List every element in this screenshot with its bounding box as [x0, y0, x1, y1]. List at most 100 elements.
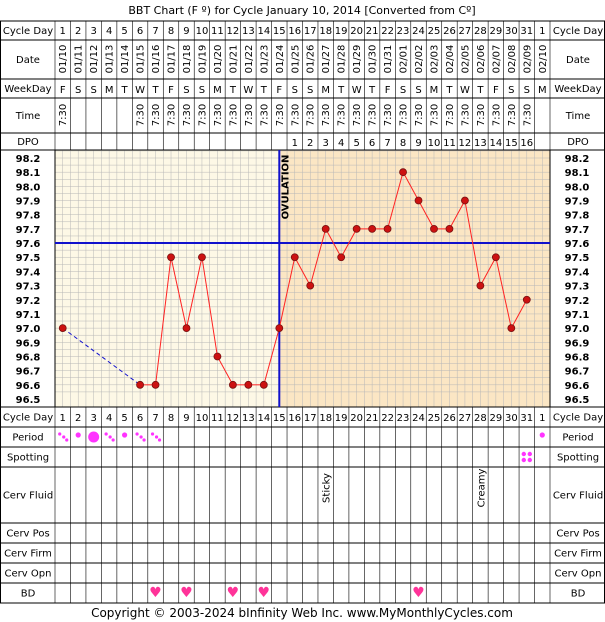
cycle-day-label-bottom: 16	[288, 413, 301, 424]
cycle-day-label-bottom: 18	[319, 413, 332, 424]
date-label: 02/08	[507, 45, 518, 74]
period-heavy-marker	[88, 431, 100, 443]
weekday-label: F	[168, 85, 174, 96]
date-label: 01/21	[228, 45, 239, 74]
temp-line-segment	[155, 257, 172, 385]
y-tick-label-left: 97.8	[16, 211, 41, 222]
cycle-day-label: 12	[227, 26, 240, 37]
temp-line-segment	[495, 257, 512, 329]
date-label: 01/30	[368, 45, 379, 74]
temp-line-segment	[340, 228, 358, 258]
row-label-right-dpo: DPO	[567, 137, 589, 148]
weekday-label: T	[229, 85, 237, 96]
y-tick-label-left: 97.1	[16, 310, 41, 321]
period-dot-marker	[111, 438, 115, 442]
y-tick-label-right: 98.2	[565, 154, 590, 165]
y-tick-label-left: 97.6	[16, 239, 41, 250]
temp-line-segment	[309, 228, 327, 286]
cerv-fluid-label: Sticky	[322, 473, 333, 503]
date-label: 01/11	[74, 45, 85, 74]
time-label: 7:30	[414, 104, 425, 126]
date-label: 01/10	[58, 45, 69, 74]
period-dot-marker	[139, 435, 143, 439]
cycle-day-label: 10	[196, 26, 209, 37]
time-label: 7:30	[507, 104, 518, 126]
date-label: 02/06	[476, 45, 487, 74]
row-label-cerv_pos: Cerv Pos	[6, 529, 49, 540]
row-label-time: Time	[15, 111, 40, 122]
cycle-day-label-bottom: 26	[443, 413, 456, 424]
weekday-label: S	[400, 85, 406, 96]
date-label: 02/01	[399, 45, 410, 74]
dpo-label: 3	[323, 138, 329, 149]
time-label: 7:30	[182, 104, 193, 126]
cycle-day-label-bottom: 14	[257, 413, 270, 424]
dpo-label: 1	[292, 138, 298, 149]
y-tick-label-right: 96.9	[565, 338, 590, 349]
cycle-day-label-bottom: 7	[152, 413, 158, 424]
cycle-day-label-bottom: 31	[520, 413, 533, 424]
row-label-right-cerv_pos: Cerv Pos	[556, 529, 599, 540]
y-tick-label-left: 98.0	[16, 182, 41, 193]
temp-point	[430, 224, 438, 233]
bd-heart-icon: ♥	[412, 585, 425, 601]
weekday-label: M	[105, 85, 114, 96]
row-label-right-date: Date	[566, 55, 590, 66]
weekday-label: W	[352, 85, 362, 96]
cycle-day-label-bottom: 19	[335, 413, 348, 424]
cycle-day-label-bottom: 8	[168, 413, 174, 424]
temp-line-segment	[185, 257, 203, 329]
dpo-label: 9	[415, 138, 421, 149]
date-label: 01/25	[290, 45, 301, 74]
time-label: 7:30	[197, 104, 208, 126]
time-label: 7:30	[213, 104, 224, 126]
cycle-day-label: 18	[319, 26, 332, 37]
y-tick-label-right: 97.9	[565, 197, 590, 208]
temp-line-segment	[216, 356, 234, 386]
weekday-label: W	[460, 85, 470, 96]
weekday-label: S	[292, 85, 298, 96]
row-label-bd: BD	[21, 589, 36, 600]
bd-heart-icon: ♥	[149, 585, 162, 601]
date-label: 01/28	[337, 45, 348, 74]
time-label: 7:30	[290, 104, 301, 126]
cycle-day-label: 25	[428, 26, 441, 37]
temp-line-segment	[201, 257, 218, 357]
cycle-day-label: 1	[60, 26, 66, 37]
time-label: 7:30	[352, 104, 363, 126]
dpo-label: 10	[428, 138, 441, 149]
period-dot-marker	[154, 435, 159, 439]
y-tick-label-right: 97.7	[565, 225, 590, 236]
weekday-label: T	[445, 85, 453, 96]
weekday-label: T	[476, 85, 484, 96]
date-label: 02/04	[445, 45, 456, 74]
y-tick-label-right: 97.1	[565, 310, 590, 321]
cycle-day-label-bottom: 24	[412, 413, 425, 424]
time-label: 7:30	[460, 104, 471, 126]
y-tick-label-left: 96.7	[16, 367, 41, 378]
dpo-label: 16	[520, 138, 533, 149]
cycle-day-label-bottom: 2	[75, 413, 81, 424]
cycle-day-label: 31	[520, 26, 533, 37]
cycle-day-label-bottom: 25	[428, 413, 441, 424]
temp-point	[167, 253, 175, 262]
spotting-marker	[521, 457, 526, 463]
y-tick-label-right: 98.1	[565, 168, 590, 179]
date-label: 02/10	[538, 45, 549, 74]
cycle-day-label: 28	[474, 26, 487, 37]
date-label: 01/16	[151, 45, 162, 74]
cycle-day-label: 21	[366, 26, 379, 37]
temp-line-segment	[402, 171, 419, 201]
y-tick-label-left: 96.5	[16, 395, 41, 406]
y-tick-label-right: 97.5	[565, 253, 590, 264]
cycle-day-label: 8	[168, 26, 174, 37]
y-tick-label-right: 97.8	[565, 211, 590, 222]
y-tick-label-left: 98.2	[16, 154, 41, 165]
cerv-fluid-label: Creamy	[476, 469, 487, 508]
dpo-label: 12	[459, 138, 472, 149]
spotting-marker	[521, 451, 526, 457]
cycle-day-label-bottom: 10	[196, 413, 209, 424]
time-label: 7:30	[321, 104, 332, 126]
